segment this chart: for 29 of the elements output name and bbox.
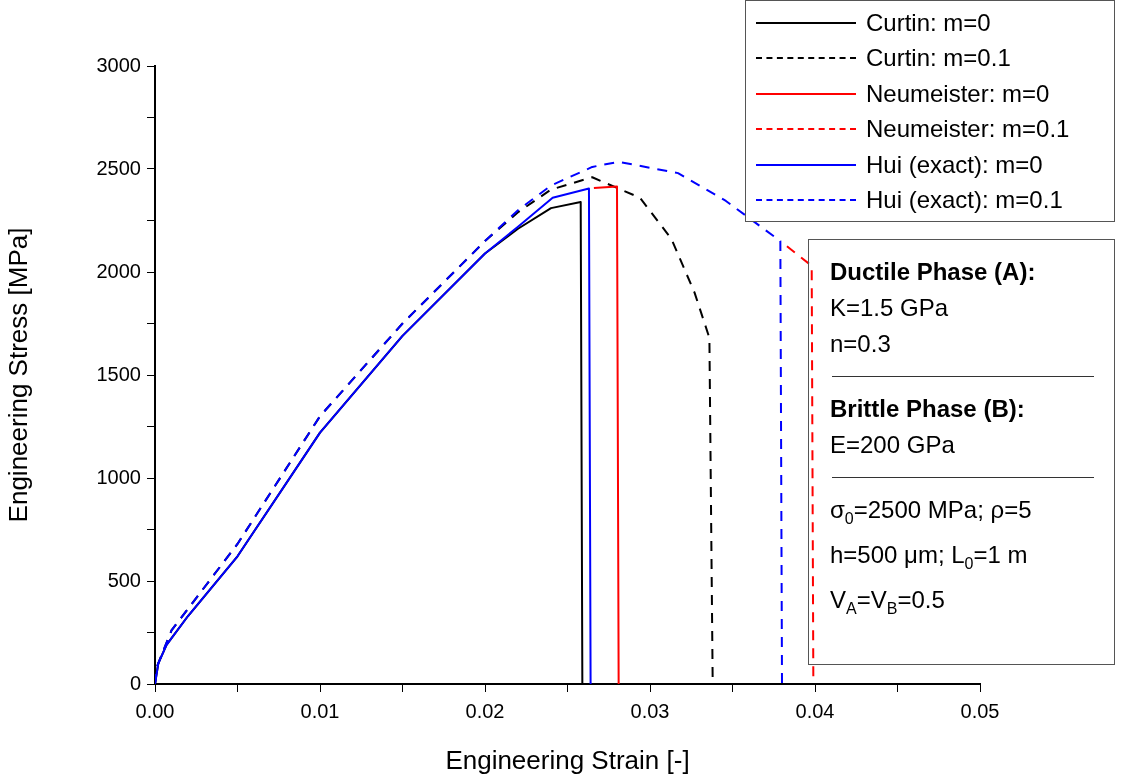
- y-tick-label: 1000: [96, 465, 141, 488]
- legend-label: Curtin: m=0.1: [866, 44, 1011, 73]
- legend-label: Neumeister: m=0.1: [866, 115, 1070, 144]
- x-tick-label: 0.04: [795, 699, 835, 722]
- y-tick-label: 500: [107, 568, 141, 591]
- y-tick-label: 1500: [96, 362, 141, 385]
- y-tick-label: 2500: [96, 156, 141, 179]
- annotation: E=200 GPa: [830, 430, 956, 460]
- annotation: Brittle Phase (B):: [830, 394, 1026, 424]
- y-tick-label: 0: [129, 671, 141, 694]
- x-axis-title: Engineering Strain [-]: [445, 744, 690, 775]
- annotation: σ$_{0}$=2500 MPa; ρ=5: [830, 495, 1033, 529]
- legend-label: Hui (exact): m=0.1: [866, 186, 1063, 215]
- x-tick-label: 0.03: [630, 699, 670, 722]
- annotation: V$_{A}$=V$_{B}$=0.5: [830, 584, 946, 619]
- legend-label: Hui (exact): m=0: [866, 150, 1043, 179]
- legend-label: Curtin: m=0: [866, 8, 991, 37]
- x-tick-label: 0.00: [135, 699, 175, 722]
- annotation: Ductile Phase (A):: [830, 257, 1037, 287]
- y-tick-label: 3000: [96, 53, 141, 76]
- annotation: K=1.5 GPa: [830, 293, 950, 323]
- y-axis-title: Engineering Stress [MPa]: [2, 227, 33, 523]
- x-tick-label: 0.02: [465, 699, 505, 722]
- x-tick-label: 0.05: [960, 699, 1000, 722]
- annotation: h=500 μm; L$_{0}$=1 m: [830, 539, 1029, 574]
- legend-label: Neumeister: m=0: [866, 79, 1050, 108]
- annotation: n=0.3: [830, 329, 892, 359]
- y-tick-label: 2000: [96, 259, 141, 282]
- x-tick-label: 0.01: [300, 699, 340, 722]
